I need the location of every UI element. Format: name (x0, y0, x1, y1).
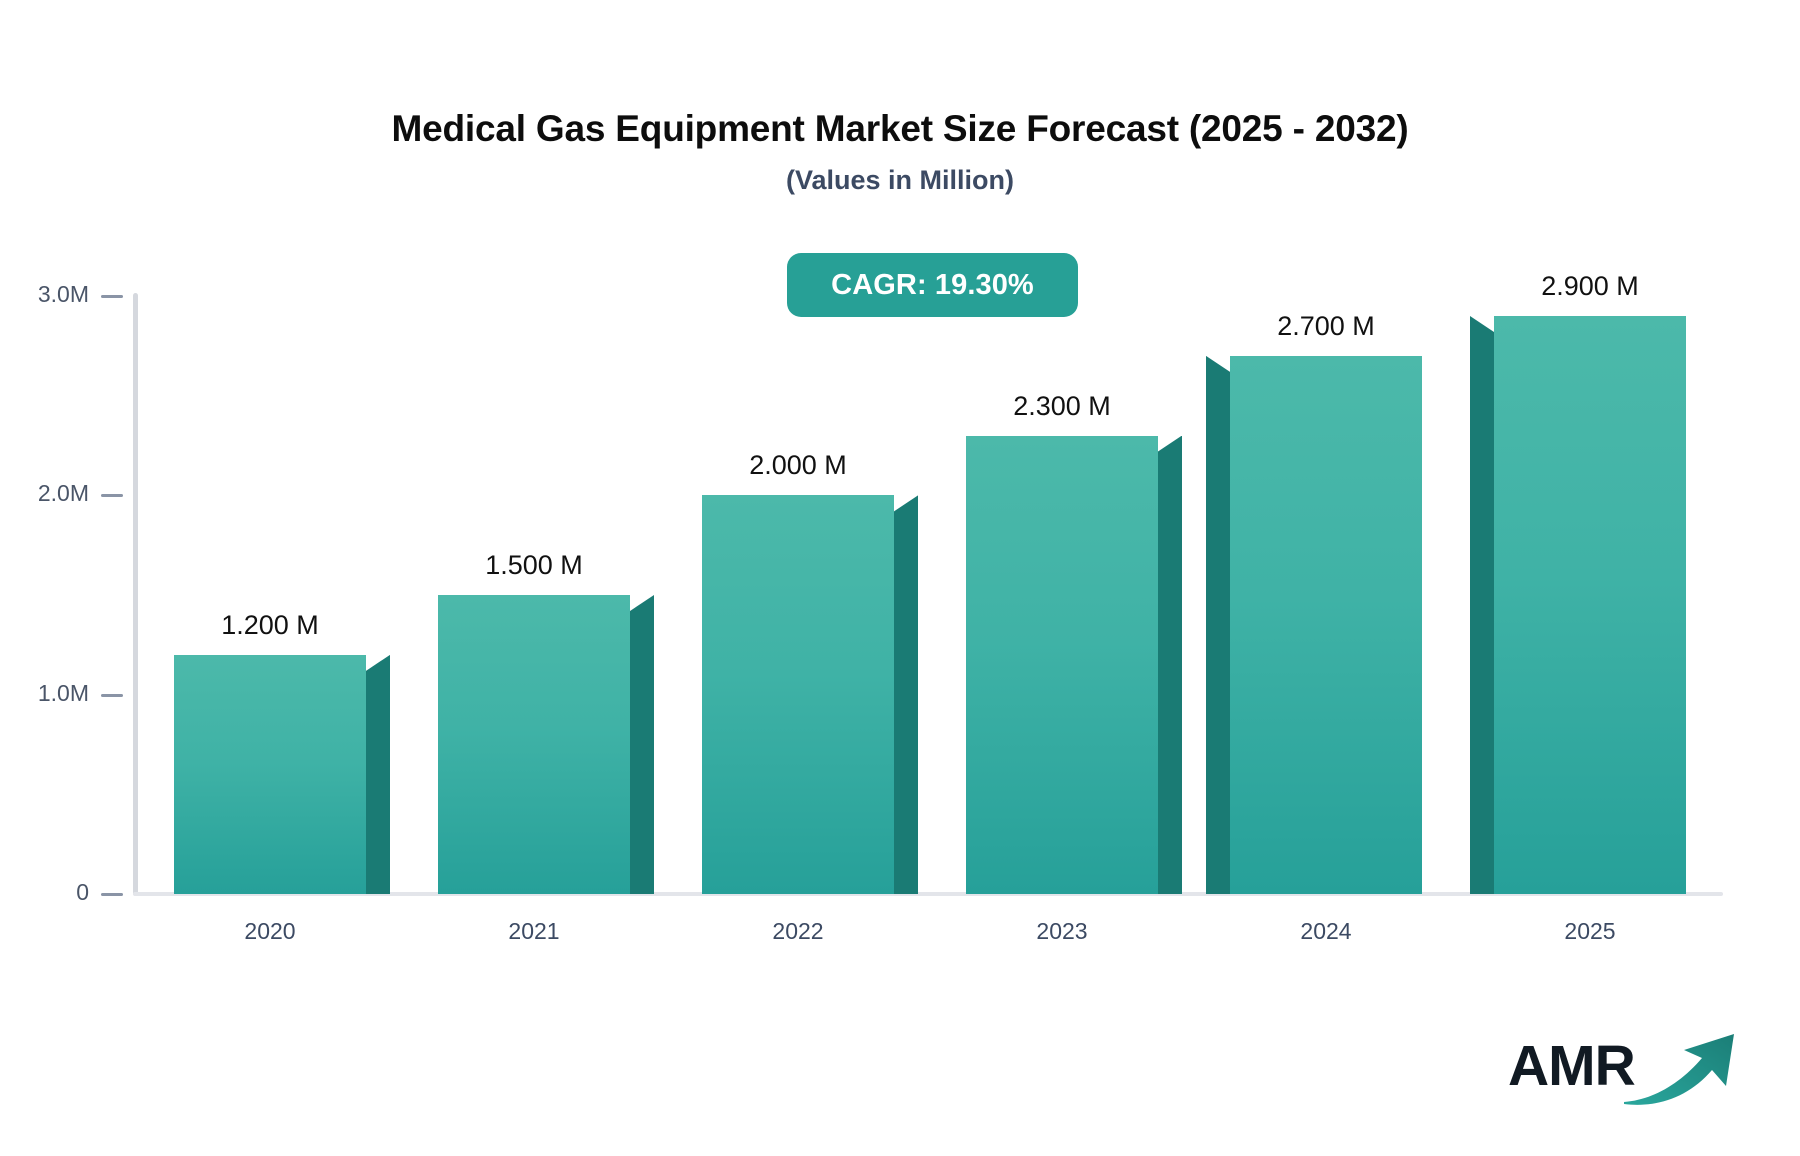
bar-value-label: 2.300 M (1013, 390, 1111, 421)
bar-2024[interactable]: 2.700 M (1206, 311, 1422, 894)
y-axis-tick-mark (101, 693, 123, 697)
bar-value-label: 2.000 M (749, 450, 847, 481)
y-axis-tick-label: 3.0M (37, 281, 89, 307)
bar-body (1230, 355, 1422, 894)
chart-subtitle: (Values in Million) (785, 164, 1015, 195)
bar-side-face (1158, 435, 1182, 894)
bar-2025[interactable]: 2.900 M (1470, 271, 1686, 894)
x-axis-label-2021: 2021 (508, 918, 560, 944)
bar-side-face (630, 595, 654, 894)
x-axis-label-2020: 2020 (244, 918, 296, 944)
bar-side-face (1470, 315, 1494, 894)
logo-text: AMR (1508, 1034, 1636, 1098)
bar-value-label: 2.700 M (1277, 310, 1375, 341)
cagr-badge-label: CAGR: 19.30% (831, 268, 1034, 301)
y-axis-tick-mark (101, 295, 123, 298)
y-axis-line (133, 293, 138, 896)
bar-side-face (1206, 355, 1230, 894)
title-block: Medical Gas Equipment Market Size Foreca… (0, 108, 1800, 196)
x-axis-label-2022: 2022 (772, 918, 824, 944)
bar-2020[interactable]: 1.200 M (174, 610, 390, 894)
bar-body (174, 654, 366, 894)
bar-value-label: 1.500 M (485, 550, 583, 580)
bar-2021[interactable]: 1.500 M (438, 550, 654, 894)
x-axis-label-2024: 2024 (1300, 918, 1352, 944)
cagr-badge: CAGR: 19.30% (787, 253, 1078, 317)
bar-value-label: 2.900 M (1541, 270, 1639, 301)
y-axis-tick-mark (101, 494, 123, 498)
bar-body (702, 495, 894, 894)
amr-logo: AMR (1508, 1026, 1748, 1118)
bar-value-label: 1.200 M (221, 609, 319, 640)
bar-body (1494, 315, 1686, 894)
x-axis-line (133, 892, 1723, 896)
bar-side-face (366, 654, 390, 894)
bar-body (438, 595, 630, 894)
growth-arrow-icon (1624, 1034, 1734, 1105)
y-axis-tick-label: 0 (76, 879, 89, 905)
y-axis-tick-mark (101, 893, 123, 896)
x-axis-label-2025: 2025 (1564, 918, 1616, 944)
bar-2023[interactable]: 2.300 M (966, 391, 1182, 894)
x-axis-label-2023: 2023 (1036, 918, 1088, 944)
y-axis-tick-label: 2.0M (37, 480, 89, 507)
y-axis-tick-label: 1.0M (37, 679, 89, 706)
bar-side-face (894, 495, 918, 894)
bar-body (966, 435, 1158, 894)
bar-2022[interactable]: 2.000 M (702, 450, 918, 894)
page-title: Medical Gas Equipment Market Size Foreca… (391, 108, 1409, 149)
